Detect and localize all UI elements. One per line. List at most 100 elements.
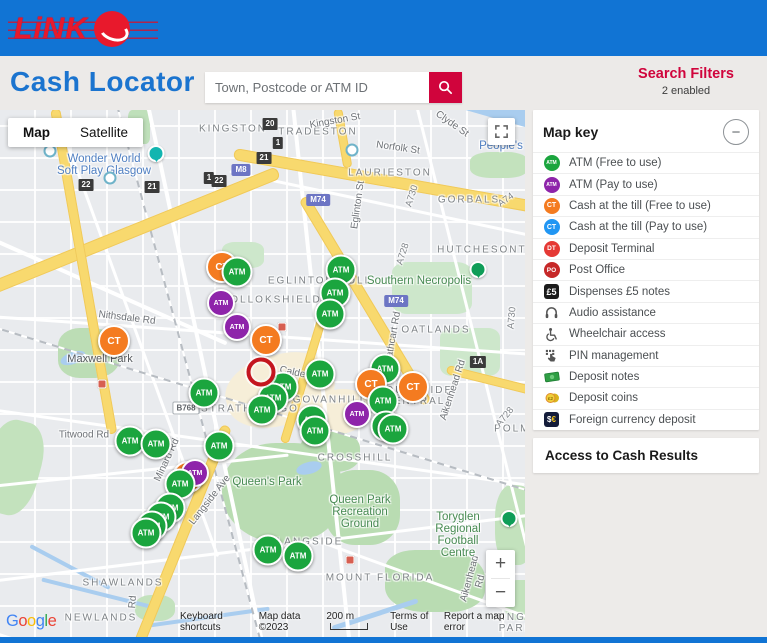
pin-management-icon [543, 349, 560, 363]
map-attribution: Keyboard shortcuts Map data ©2023 200 m … [180, 611, 521, 633]
map-key-row: Wheelchair access [533, 323, 759, 344]
road-badge-1a: 1A [469, 356, 487, 368]
five-pound-icon: £5 [543, 284, 560, 300]
map-key-row: Deposit notes [533, 365, 759, 387]
zoom-divider [491, 578, 510, 579]
map-label: Norfolk St [375, 139, 421, 157]
logo-swoosh-icon [94, 11, 130, 47]
scale-bar [330, 623, 369, 630]
road-badge-21: 21 [144, 181, 160, 193]
fullscreen-icon [495, 125, 508, 138]
wheelchair-icon [543, 327, 560, 342]
poi-dot[interactable] [103, 171, 117, 185]
map-key-panel: Map key − ATM ATM (Free to use) ATM ATM (Pa… [533, 110, 759, 431]
map-marker-atm-free[interactable]: ATM [221, 256, 253, 288]
rail-station-icon[interactable] [97, 379, 107, 389]
map-label: Titwood Rd [58, 429, 110, 441]
map-marker-atm-free[interactable]: ATM [304, 358, 336, 390]
map-marker-cash-at-till[interactable]: CT [397, 371, 429, 403]
zoom-control: + − [486, 550, 515, 607]
ct-pay-icon: CT [543, 219, 560, 236]
map-marker-atm-free[interactable]: ATM [282, 540, 314, 572]
road-badge-m74: M74 [384, 295, 408, 307]
road-badge-22: 22 [78, 179, 94, 191]
terms-of-use-link[interactable]: Terms of Use [390, 611, 429, 633]
map-canvas[interactable]: KINGSTON TRADESTON LAURIESTON GORBALS HUTCHE… [0, 110, 525, 637]
map-key-row: ATM ATM (Free to use) [533, 152, 759, 173]
map-key-label: Dispenses £5 notes [569, 285, 671, 298]
fullscreen-button[interactable] [488, 118, 515, 145]
search-filters: Search Filters 2 enabled [611, 66, 761, 97]
results-panel[interactable]: Access to Cash Results [533, 438, 759, 474]
foreign-currency-icon: $ € [543, 412, 560, 428]
top-bar: LiNK [0, 0, 767, 56]
map-type-toggle: Map Satellite [8, 118, 144, 147]
keyboard-shortcuts-link[interactable]: Keyboard shortcuts [180, 611, 223, 633]
rail-station-icon[interactable] [277, 322, 287, 332]
collapse-button[interactable]: − [723, 119, 749, 145]
map-key-row: PIN management [533, 344, 759, 366]
report-map-error-link[interactable]: Report a map error [443, 611, 505, 633]
link-logo[interactable]: LiNK [8, 9, 158, 49]
map-marker-atm-free[interactable]: ATM [252, 534, 284, 566]
map-marker-atm-pay[interactable]: ATM [207, 289, 235, 317]
ct-free-icon: CT [543, 197, 560, 214]
map-key-row: ATM ATM (Pay to use) [533, 173, 759, 194]
map-marker-atm-free[interactable]: ATM [140, 428, 172, 460]
map-key-label: Deposit Terminal [569, 242, 655, 255]
tab-satellite[interactable]: Satellite [80, 125, 129, 140]
atm-pay-icon: ATM [543, 176, 560, 193]
map-motorway [333, 110, 353, 169]
map-label: Clyde St [433, 110, 471, 140]
poi-pin-teal[interactable] [147, 145, 165, 162]
map-marker-atm-free[interactable]: ATM [130, 517, 162, 549]
map-label: A730 [505, 306, 519, 330]
map-data-copyright: Map data ©2023 [258, 611, 301, 633]
map-marker-atm-free[interactable]: ATM [203, 430, 235, 462]
map-key-label: Post Office [569, 264, 626, 277]
map-road [0, 630, 181, 637]
pin-tail [474, 272, 482, 282]
map-marker-atm-free[interactable]: ATM [114, 425, 146, 457]
google-logo[interactable]: Google [6, 612, 57, 630]
map-marker-atm-free[interactable]: ATM [188, 377, 220, 409]
poi-pin-green[interactable] [469, 261, 487, 278]
map-key-title: Map key [543, 124, 599, 140]
map-marker-atm-free[interactable]: ATM [246, 394, 278, 426]
map-key-header: Map key − [533, 110, 759, 152]
road-badge-m74: M74 [306, 194, 330, 206]
search-input[interactable] [205, 72, 434, 103]
map-marker-atm-free[interactable]: ATM [314, 298, 346, 330]
map-marker-atm-pay[interactable]: ATM [343, 400, 371, 428]
road-badge-22: 22 [211, 175, 227, 187]
logo-text: LiNK [14, 12, 88, 45]
map-marker-cash-at-till[interactable]: CT [98, 325, 130, 357]
map-key-label: Cash at the till (Free to use) [569, 199, 711, 212]
search-icon [438, 80, 453, 95]
search-button[interactable] [429, 72, 462, 103]
map-key-label: Deposit coins [569, 392, 639, 405]
search-filters-link[interactable]: Search Filters [638, 66, 734, 82]
map-key-rows: ATM ATM (Free to use) ATM ATM (Pay to use) C… [533, 152, 759, 430]
rail-station-icon[interactable] [345, 555, 355, 565]
deposit-coins-icon: £2 [543, 390, 560, 406]
page-title: Cash Locator [10, 66, 195, 97]
map-marker-atm-pay[interactable]: ATM [223, 313, 251, 341]
logo-speed-lines [8, 16, 158, 42]
map-key-label: Foreign currency deposit [569, 413, 696, 426]
zoom-out-button[interactable]: − [494, 582, 507, 603]
poi-dot[interactable] [345, 143, 359, 157]
map-key-row: CT Cash at the till (Free to use) [533, 194, 759, 216]
map-marker-atm-free[interactable]: ATM [299, 415, 331, 447]
road-badge-20: 20 [262, 118, 278, 130]
map-motorway [50, 110, 118, 435]
map-key-row: Audio assistance [533, 301, 759, 323]
map-marker-cash-at-till[interactable]: CT [250, 324, 282, 356]
tab-map[interactable]: Map [23, 125, 50, 140]
map-marker-atm-free[interactable]: ATM [377, 413, 409, 445]
map-key-row: £5 Dispenses £5 notes [533, 280, 759, 301]
zoom-in-button[interactable]: + [494, 553, 507, 574]
deposit-terminal-icon: DT [543, 240, 560, 257]
poi-pin-green[interactable] [500, 510, 518, 527]
map-key-label: ATM (Pay to use) [569, 178, 658, 191]
